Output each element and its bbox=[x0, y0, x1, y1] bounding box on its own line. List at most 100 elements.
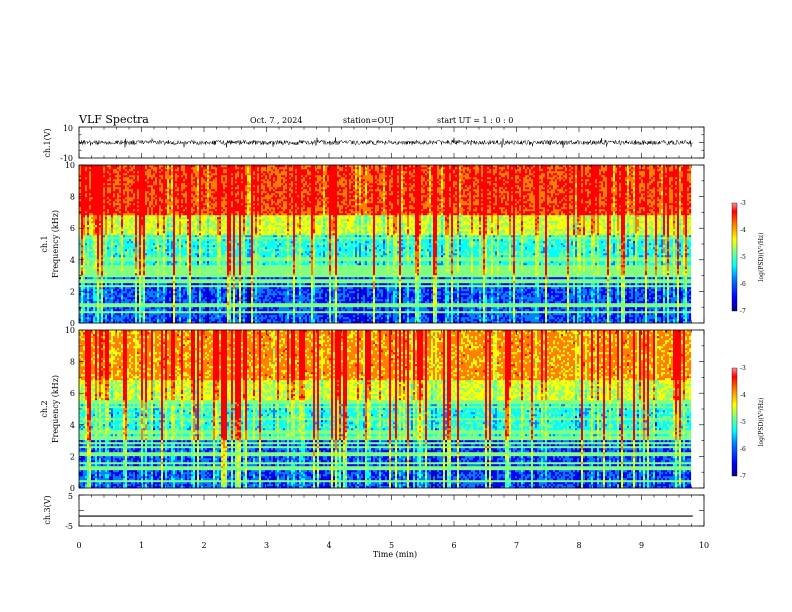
spectrogram-cell bbox=[113, 235, 116, 238]
spectrogram-cell bbox=[83, 277, 86, 280]
spectrogram-cell bbox=[117, 201, 120, 204]
spectrogram-cell bbox=[89, 295, 92, 298]
spectrogram-cell bbox=[157, 259, 160, 262]
spectrogram-cell bbox=[173, 191, 176, 194]
spectrogram-cell bbox=[159, 215, 162, 218]
spectrogram-cell bbox=[175, 203, 178, 206]
spectrogram-cell bbox=[115, 275, 118, 278]
spectrogram-cell bbox=[101, 237, 104, 240]
spectrogram-cell bbox=[135, 301, 138, 304]
spectrogram-cell bbox=[81, 217, 84, 220]
spectrogram-cell bbox=[115, 257, 118, 260]
spectrogram-cell bbox=[99, 291, 102, 294]
spectrogram-cell bbox=[145, 231, 148, 234]
spectrogram-cell bbox=[81, 261, 84, 264]
spectrogram-cell bbox=[127, 271, 130, 274]
spectrogram-cell bbox=[171, 227, 174, 230]
spectrogram-cell bbox=[143, 263, 146, 266]
spectrogram-cell bbox=[183, 305, 186, 308]
spectrogram-cell bbox=[155, 223, 158, 226]
spectrogram-cell bbox=[159, 195, 162, 198]
spectrogram-cell bbox=[107, 177, 110, 180]
spectrogram-cell bbox=[135, 299, 138, 302]
spectrogram-cell bbox=[87, 237, 90, 240]
spectrogram-cell bbox=[187, 305, 190, 308]
spectrogram-cell bbox=[175, 219, 178, 222]
spectrogram-cell bbox=[165, 189, 168, 192]
spectrogram-cell bbox=[119, 257, 122, 260]
spectrogram-cell bbox=[193, 241, 196, 244]
spectrogram-cell bbox=[193, 231, 196, 234]
spectrogram-cell bbox=[137, 291, 140, 294]
spectrogram-cell bbox=[173, 197, 176, 200]
spectrogram-cell bbox=[129, 243, 132, 246]
spectrogram-cell bbox=[99, 193, 102, 196]
spectrogram-cell bbox=[187, 309, 190, 312]
spectrogram-cell bbox=[125, 259, 128, 262]
spectrogram-cell bbox=[143, 197, 146, 200]
spectrogram-cell bbox=[187, 193, 190, 196]
spectrogram-cell bbox=[147, 237, 150, 240]
spectrogram-cell bbox=[201, 261, 204, 264]
spectrogram-cell bbox=[149, 237, 152, 240]
spectrogram-cell bbox=[105, 293, 108, 296]
spectrogram-cell bbox=[157, 309, 160, 312]
spectrogram-cell bbox=[83, 191, 86, 194]
spectrogram-cell bbox=[105, 287, 108, 290]
spectrogram-cell bbox=[107, 233, 110, 236]
spectrogram-cell bbox=[159, 319, 162, 322]
spectrogram-cell bbox=[187, 189, 190, 192]
spectrogram-cell bbox=[179, 197, 182, 200]
spectrogram-cell bbox=[133, 235, 136, 238]
spectrogram-cell bbox=[135, 179, 138, 182]
spectrogram-cell bbox=[187, 283, 190, 286]
spectrogram-cell bbox=[129, 169, 132, 172]
spectrogram-cell bbox=[169, 185, 172, 188]
spectrogram-cell bbox=[173, 205, 176, 208]
spectrogram-cell bbox=[113, 187, 116, 190]
spectrogram-cell bbox=[85, 221, 88, 224]
spectrogram-cell bbox=[183, 169, 186, 172]
spectrogram-cell bbox=[197, 231, 200, 234]
spectrogram-cell bbox=[109, 293, 112, 296]
spectrogram-cell bbox=[179, 321, 182, 324]
spectrogram-cell bbox=[117, 181, 120, 184]
spectrogram-cell bbox=[79, 173, 82, 176]
spectrogram-cell bbox=[153, 291, 156, 294]
spectrogram-cell bbox=[147, 177, 150, 180]
spectrogram-cell bbox=[105, 271, 108, 274]
spectrogram-cell bbox=[137, 175, 140, 178]
spectrogram-cell bbox=[131, 191, 134, 194]
spectrogram-cell bbox=[157, 299, 160, 302]
spectrogram-cell bbox=[99, 269, 102, 272]
spectrogram-cell bbox=[171, 197, 174, 200]
spectrogram-cell bbox=[175, 239, 178, 242]
spectrogram-cell bbox=[185, 215, 188, 218]
spectrogram-cell bbox=[121, 283, 124, 286]
spectrogram-cell bbox=[157, 169, 160, 172]
spectrogram-cell bbox=[141, 283, 144, 286]
spectrogram-cell bbox=[195, 301, 198, 304]
spectrogram-cell bbox=[105, 213, 108, 216]
spectrogram-cell bbox=[185, 277, 188, 280]
spectrogram-cell bbox=[181, 237, 184, 240]
spectrogram-cell bbox=[193, 279, 196, 282]
spectrogram-cell bbox=[133, 317, 136, 320]
spectrogram-cell bbox=[151, 271, 154, 274]
spectrogram-cell bbox=[83, 201, 86, 204]
spectrogram-cell bbox=[175, 173, 178, 176]
spectrogram-cell bbox=[191, 321, 194, 324]
spectrogram-cell bbox=[87, 197, 90, 200]
spectrogram-cell bbox=[181, 279, 184, 282]
spectrogram-cell bbox=[95, 269, 98, 272]
spectrogram-cell bbox=[93, 277, 96, 280]
spectrogram-cell bbox=[159, 263, 162, 266]
spectrogram-cell bbox=[151, 167, 154, 170]
spectrogram-cell bbox=[91, 295, 94, 298]
spectrogram-cell bbox=[121, 205, 124, 208]
spectrogram-cell bbox=[193, 175, 196, 178]
spectrogram-cell bbox=[169, 283, 172, 286]
spectrogram-cell bbox=[193, 209, 196, 212]
spectrogram-cell bbox=[139, 307, 142, 310]
spectrogram-cell bbox=[185, 243, 188, 246]
